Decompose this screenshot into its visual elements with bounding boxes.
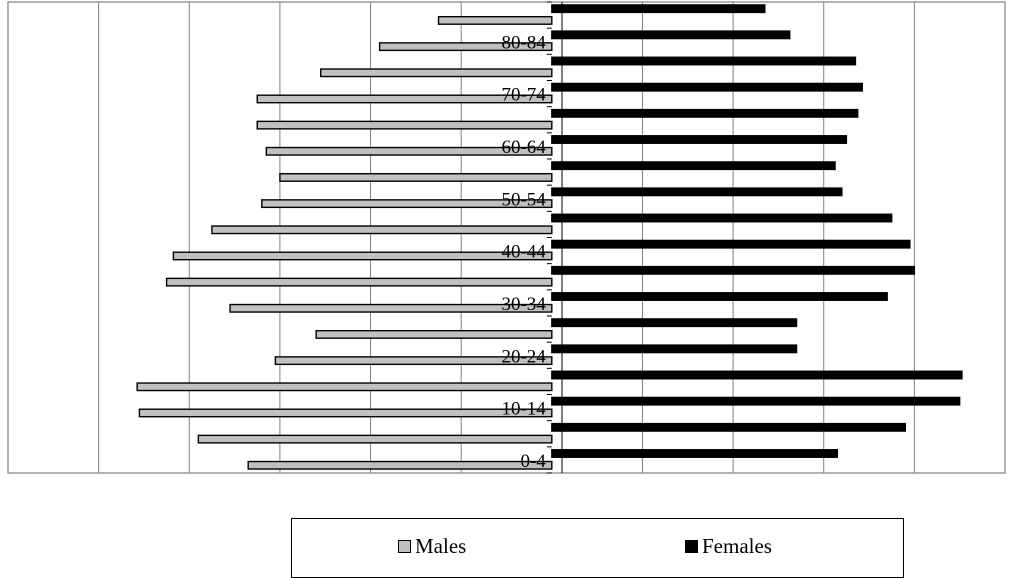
category-label: 30-34 [501, 294, 546, 315]
bar-males-10-14 [138, 408, 553, 418]
bar-males-20-24 [274, 356, 553, 366]
bar-females-50-54 [551, 187, 843, 197]
legend-label-males: Males [415, 534, 467, 558]
category-label: 60-64 [501, 137, 546, 158]
bar-males-45-49 [211, 225, 553, 235]
plot-area-border [7, 1, 1006, 474]
legend-swatch-males [398, 540, 411, 553]
category-labels: 0-4 10-14 20-24 30-34 40-44 50-54 60-64 70-74 80… [501, 32, 546, 472]
bar-females-40-44 [551, 239, 911, 249]
bar-males-60-64 [265, 146, 553, 156]
category-label: 80-84 [501, 32, 546, 53]
category-label: 50-54 [501, 189, 546, 210]
bar-males-50-54 [261, 199, 553, 209]
population-pyramid-chart: 0-4 10-14 20-24 30-34 40-44 50-54 60-64 70-74 80… [7, 1, 1006, 474]
gridlines [98, 2, 915, 473]
bar-females-65-69 [551, 108, 859, 118]
bar-males-70-74 [256, 94, 553, 104]
bar-females-35-39 [551, 265, 916, 275]
bar-males-5-9 [197, 434, 553, 444]
bar-females-60-64 [551, 135, 848, 144]
bar-males-0-4 [247, 460, 553, 470]
legend: Males Females [291, 518, 904, 578]
bar-females-10-14 [551, 396, 961, 406]
category-label: 10-14 [501, 399, 546, 420]
bar-males-85+ [437, 15, 553, 25]
bar-males-30-34 [229, 303, 553, 313]
bar-females-85+ [551, 4, 766, 14]
category-label: 70-74 [501, 85, 546, 106]
bar-males-25-29 [315, 329, 553, 339]
bar-females-0-4 [551, 449, 839, 458]
bar-females-15-19 [551, 370, 963, 380]
category-label: 0-4 [520, 451, 546, 472]
bar-females-70-74 [551, 82, 863, 92]
bar-males-75-79 [319, 68, 553, 78]
bar-females-20-24 [551, 344, 798, 354]
bar-females-25-29 [551, 318, 798, 328]
bar-males-35-39 [165, 277, 553, 287]
bar-males-80-84 [378, 42, 553, 52]
bar-females-5-9 [551, 422, 906, 432]
category-label: 40-44 [501, 242, 546, 263]
bars [136, 4, 963, 470]
legend-item-males: Males [398, 534, 466, 559]
axis-ticks [546, 1, 552, 474]
bar-females-80-84 [551, 30, 791, 40]
legend-swatch-females [685, 540, 698, 553]
bar-females-75-79 [551, 56, 857, 66]
bar-females-55-59 [551, 161, 836, 171]
bar-females-30-34 [551, 292, 888, 301]
category-label: 20-24 [501, 346, 546, 367]
legend-label-females: Females [702, 534, 772, 558]
legend-item-females: Females [685, 534, 772, 559]
bar-males-40-44 [172, 251, 553, 261]
bar-males-55-59 [279, 172, 553, 182]
bar-males-65-69 [256, 120, 553, 130]
bar-females-45-49 [551, 213, 893, 223]
bar-males-15-19 [136, 382, 553, 392]
